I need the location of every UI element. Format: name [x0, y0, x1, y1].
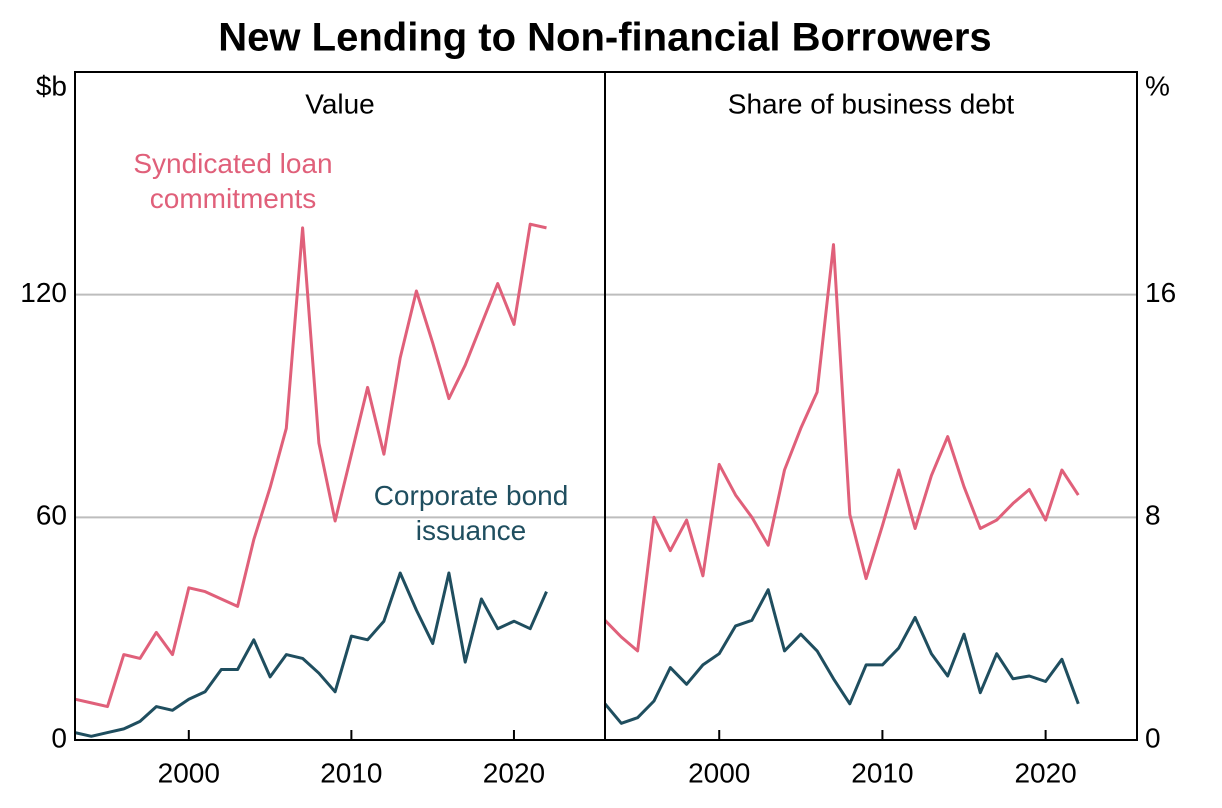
series-label: Corporate bond issuance: [373, 480, 569, 546]
x-tick-label: 2010: [320, 757, 382, 788]
y-unit: $b: [36, 70, 67, 101]
x-tick-label: 2000: [158, 757, 220, 788]
series-line: [74, 222, 547, 709]
panel-subtitle: Value: [305, 88, 375, 119]
series-line: [603, 243, 1080, 653]
chart-title: New Lending to Non-financial Borrowers: [218, 16, 991, 60]
x-tick-label: 2010: [851, 757, 913, 788]
x-tick-label: 2020: [483, 757, 545, 788]
series-line: [603, 588, 1080, 725]
y-tick-label: 0: [51, 722, 67, 753]
y-unit: %: [1145, 70, 1170, 101]
panel-subtitle: Share of business debt: [728, 88, 1015, 119]
x-tick-label: 2000: [688, 757, 750, 788]
series-line: [74, 571, 548, 738]
y-tick-label: 0: [1145, 722, 1161, 753]
y-tick-label: 60: [36, 500, 67, 531]
y-tick-label: 16: [1145, 277, 1176, 308]
y-tick-label: 8: [1145, 500, 1161, 531]
x-tick-label: 2020: [1014, 757, 1076, 788]
series-label: Syndicated loan commitments: [133, 148, 333, 214]
y-tick-label: 120: [20, 277, 67, 308]
